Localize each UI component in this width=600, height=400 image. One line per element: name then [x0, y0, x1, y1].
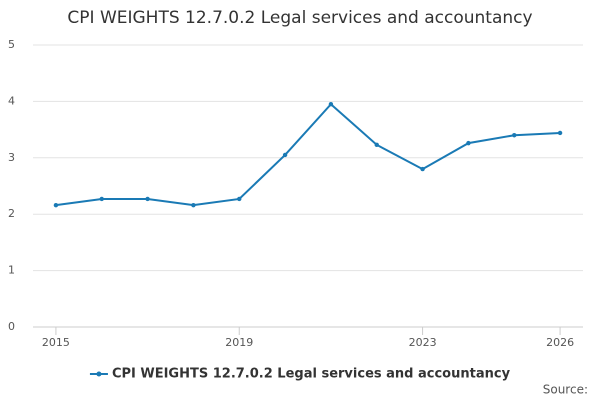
point	[466, 140, 471, 146]
x-tick-label: 2026	[546, 336, 574, 349]
point	[99, 196, 104, 202]
legend-label: CPI WEIGHTS 12.7.0.2 Legal services and …	[112, 367, 511, 382]
y-tick-label: 3	[8, 151, 15, 164]
x-tick-label: 2015	[42, 336, 70, 349]
point	[237, 196, 242, 202]
source-note: Source:	[543, 383, 588, 397]
legend-swatch-point	[96, 371, 102, 377]
point	[328, 102, 334, 107]
point	[145, 196, 150, 202]
y-tick-label: 2	[8, 207, 15, 220]
point	[557, 130, 563, 136]
y-tick-label: 0	[8, 320, 15, 333]
point	[374, 142, 379, 148]
y-tick-label: 5	[8, 38, 15, 51]
y-tick-label: 1	[8, 264, 15, 277]
chart-title: CPI WEIGHTS 12.7.0.2 Legal services and …	[67, 8, 532, 28]
point	[282, 152, 288, 158]
point	[512, 133, 517, 138]
y-tick-label: 4	[8, 94, 15, 107]
point	[191, 202, 196, 208]
series-line	[55, 102, 561, 207]
x-tick-label: 2019	[225, 336, 253, 349]
point	[53, 202, 59, 208]
point	[420, 166, 425, 172]
x-tick-label: 2023	[409, 336, 437, 349]
